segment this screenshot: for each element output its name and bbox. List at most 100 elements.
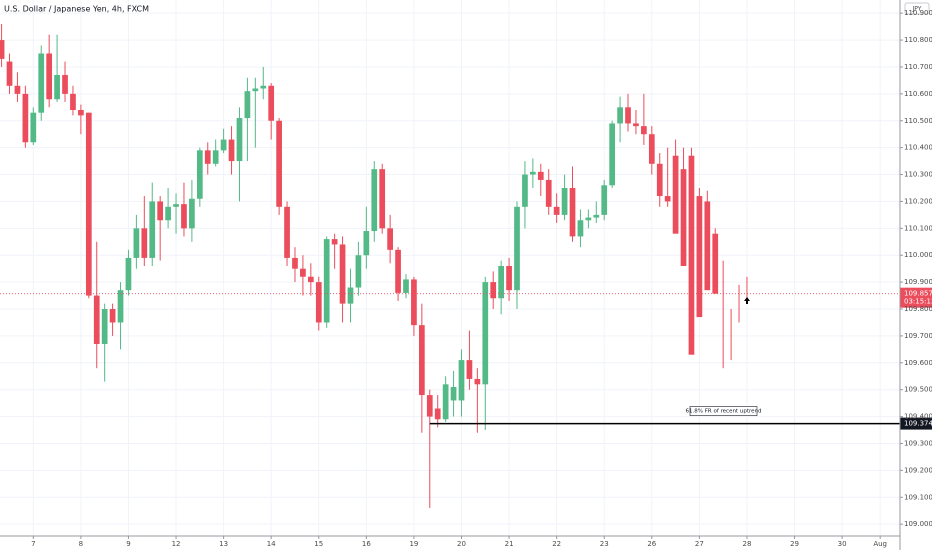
candle-body [85, 112, 92, 296]
candle-body [252, 88, 259, 92]
y-tick-label: 110.100 [904, 224, 932, 232]
candle-body [355, 255, 362, 288]
candle-body [165, 206, 171, 221]
candle-body [609, 123, 616, 186]
candle-body [522, 174, 528, 207]
last-price-box [900, 287, 932, 308]
candle-body [204, 150, 211, 164]
candle-body [633, 123, 639, 127]
y-tick-label: 109.200 [904, 466, 932, 474]
x-tick-label: 27 [695, 540, 704, 548]
candle-body [530, 171, 536, 175]
candle-body [680, 169, 687, 266]
y-tick-label: 110.600 [904, 90, 932, 98]
candle-body [712, 233, 719, 294]
y-tick-label: 110.400 [904, 144, 932, 152]
candle-body [38, 53, 45, 113]
y-tick-label: 110.900 [904, 9, 932, 17]
candle-body [514, 206, 520, 291]
x-tick-label: 29 [790, 540, 799, 548]
x-tick-label: 30 [838, 540, 847, 548]
candle-body [641, 126, 647, 135]
candle-body [339, 244, 346, 304]
x-tick-label: 8 [79, 540, 83, 548]
y-tick-label: 109.900 [904, 278, 932, 286]
candle-body [561, 187, 568, 215]
candle-body [482, 282, 489, 385]
candle-body [458, 360, 465, 401]
candle-body [149, 201, 156, 258]
candle-body [553, 206, 560, 215]
candle-body [212, 150, 219, 164]
x-tick-label: 12 [172, 540, 181, 548]
candle-body [157, 201, 164, 221]
y-tick-label: 109.700 [904, 332, 932, 340]
candle-body [54, 75, 60, 100]
candle-body [70, 93, 76, 110]
y-tick-label: 109.400 [904, 413, 932, 421]
candle-body [490, 282, 497, 299]
candle-body [537, 171, 544, 180]
candle-body [506, 265, 512, 291]
candle-body [173, 204, 179, 207]
y-tick-label: 109.600 [904, 359, 932, 367]
candle-body [474, 378, 481, 385]
y-tick-label: 110.700 [904, 63, 932, 71]
candle-body [466, 360, 473, 379]
candle-body [292, 257, 298, 269]
candle-body [664, 196, 671, 202]
y-tick-label: 110.300 [904, 171, 932, 179]
candle-body [14, 85, 21, 94]
y-tick-label: 110.500 [904, 117, 932, 125]
y-tick-label: 110.200 [904, 197, 932, 205]
currency: JPY [912, 6, 922, 13]
candle-body [395, 249, 401, 293]
candle-body [545, 179, 552, 207]
candle-body [93, 295, 100, 344]
candle-body [109, 309, 116, 323]
candle-body [672, 155, 679, 234]
candle-body [268, 85, 275, 121]
candle-body [593, 214, 600, 218]
x-tick-label: 22 [552, 540, 561, 548]
candle-body [617, 107, 623, 124]
candle-body [577, 220, 584, 237]
candle-body [300, 268, 306, 277]
y-tick-label: 110.000 [904, 251, 932, 259]
x-tick-label: 9 [126, 540, 130, 548]
candle-body [442, 384, 449, 420]
x-tick-label: Aug [873, 540, 887, 548]
level-label-box [900, 417, 932, 430]
candle-body [196, 150, 203, 199]
y-tick-label: 109.100 [904, 493, 932, 501]
countdown: 03:15:12 [904, 298, 932, 306]
candle-body [141, 228, 148, 258]
last-price-label: 109.857 [904, 290, 932, 298]
candle-body [323, 239, 330, 323]
candle-body [284, 206, 290, 258]
chart-title: U.S. Dollar / Japanese Yen, 4h, FXCM [4, 5, 149, 14]
annotation-box [689, 406, 758, 416]
candle-body [236, 118, 243, 162]
candle-body [426, 395, 433, 417]
x-tick-label: 14 [267, 540, 276, 548]
currency-box[interactable] [904, 2, 930, 15]
candle-body [347, 287, 354, 304]
candle-body [62, 75, 68, 94]
candle-body [569, 187, 576, 237]
candle-body [220, 139, 227, 151]
y-tick-label: 110.800 [904, 36, 932, 44]
x-tick-label: 20 [457, 540, 466, 548]
x-tick-label: 7 [31, 540, 35, 548]
candle-body [585, 217, 592, 221]
candle-body [125, 257, 132, 291]
candle-body [0, 40, 5, 59]
grid [0, 0, 900, 536]
candle-body [78, 109, 84, 116]
candle-body [331, 239, 338, 245]
candle-body [276, 120, 282, 207]
candle-body [656, 163, 663, 197]
candle-body [403, 279, 409, 293]
candle-body [30, 112, 37, 143]
